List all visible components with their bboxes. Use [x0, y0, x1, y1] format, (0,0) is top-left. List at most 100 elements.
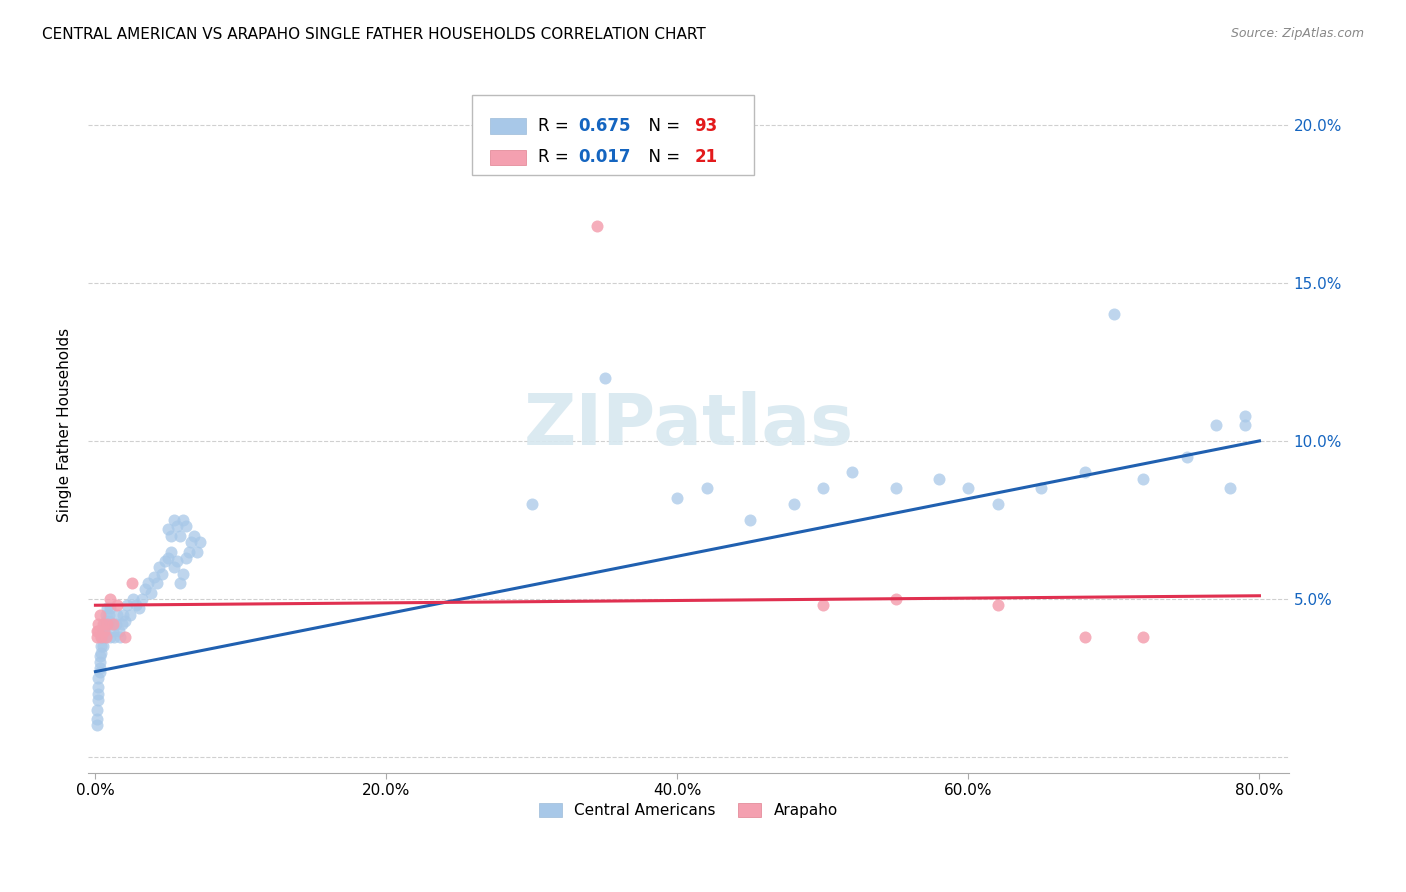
Point — [104, 617, 127, 632]
Point — [166, 519, 188, 533]
Point — [93, 624, 115, 638]
Point — [177, 544, 200, 558]
Point — [90, 630, 112, 644]
Point — [1205, 418, 1227, 433]
Point — [986, 599, 1008, 613]
Point — [1233, 409, 1256, 423]
Point — [666, 491, 689, 505]
Point — [957, 481, 980, 495]
Point — [183, 529, 205, 543]
Point — [172, 566, 194, 581]
Point — [91, 630, 114, 644]
Point — [97, 607, 120, 622]
FancyBboxPatch shape — [472, 95, 755, 175]
Point — [1074, 466, 1097, 480]
Point — [93, 617, 115, 632]
Point — [96, 617, 118, 632]
Point — [186, 544, 208, 558]
Point — [101, 617, 124, 632]
Point — [94, 614, 117, 628]
Point — [98, 591, 121, 606]
Point — [180, 535, 202, 549]
Point — [1175, 450, 1198, 464]
Point — [163, 513, 186, 527]
Text: R =: R = — [538, 148, 574, 167]
Point — [117, 599, 139, 613]
Point — [139, 585, 162, 599]
Legend: Central Americans, Arapaho: Central Americans, Arapaho — [533, 797, 844, 824]
Point — [1233, 418, 1256, 433]
Point — [86, 624, 108, 638]
Point — [91, 640, 114, 654]
Point — [122, 591, 145, 606]
Point — [520, 497, 543, 511]
Text: CENTRAL AMERICAN VS ARAPAHO SINGLE FATHER HOUSEHOLDS CORRELATION CHART: CENTRAL AMERICAN VS ARAPAHO SINGLE FATHE… — [42, 27, 706, 42]
Point — [96, 617, 118, 632]
Point — [121, 576, 143, 591]
Point — [928, 472, 950, 486]
Point — [87, 681, 110, 695]
Point — [89, 655, 111, 669]
Point — [1219, 481, 1241, 495]
Point — [87, 671, 110, 685]
Point — [89, 665, 111, 679]
Point — [586, 219, 609, 233]
Point — [93, 624, 115, 638]
Point — [884, 481, 907, 495]
Point — [108, 630, 131, 644]
Point — [87, 687, 110, 701]
Point — [112, 607, 135, 622]
Point — [136, 576, 159, 591]
Point — [696, 481, 718, 495]
Point — [986, 497, 1008, 511]
Point — [86, 712, 108, 726]
Point — [811, 599, 834, 613]
Text: 21: 21 — [695, 148, 717, 167]
Point — [157, 522, 180, 536]
Point — [1074, 630, 1097, 644]
Point — [120, 607, 142, 622]
Point — [783, 497, 806, 511]
Point — [157, 550, 180, 565]
Point — [1132, 472, 1154, 486]
Point — [100, 617, 122, 632]
Point — [131, 591, 153, 606]
Point — [96, 601, 118, 615]
Point — [110, 617, 132, 632]
Bar — [491, 119, 526, 134]
Point — [114, 614, 136, 628]
Point — [89, 607, 111, 622]
Point — [90, 630, 112, 644]
Point — [169, 576, 191, 591]
Point — [174, 550, 197, 565]
Point — [105, 607, 128, 622]
Point — [166, 554, 188, 568]
Point — [160, 544, 183, 558]
Point — [91, 617, 114, 632]
Point — [86, 702, 108, 716]
Point — [94, 617, 117, 632]
Point — [90, 640, 112, 654]
Point — [163, 560, 186, 574]
Point — [1132, 630, 1154, 644]
Point — [125, 599, 148, 613]
Point — [841, 466, 863, 480]
Text: Source: ZipAtlas.com: Source: ZipAtlas.com — [1230, 27, 1364, 40]
Text: R =: R = — [538, 117, 574, 135]
Point — [811, 481, 834, 495]
Point — [155, 554, 177, 568]
Point — [172, 513, 194, 527]
Point — [89, 648, 111, 663]
Point — [1102, 308, 1125, 322]
Point — [91, 624, 114, 638]
Text: 0.017: 0.017 — [578, 148, 630, 167]
Point — [98, 601, 121, 615]
Point — [94, 607, 117, 622]
Point — [145, 576, 167, 591]
Bar — [491, 150, 526, 165]
Text: N =: N = — [638, 117, 685, 135]
Point — [1031, 481, 1053, 495]
Point — [97, 614, 120, 628]
Point — [87, 617, 110, 632]
Text: N =: N = — [638, 148, 685, 167]
